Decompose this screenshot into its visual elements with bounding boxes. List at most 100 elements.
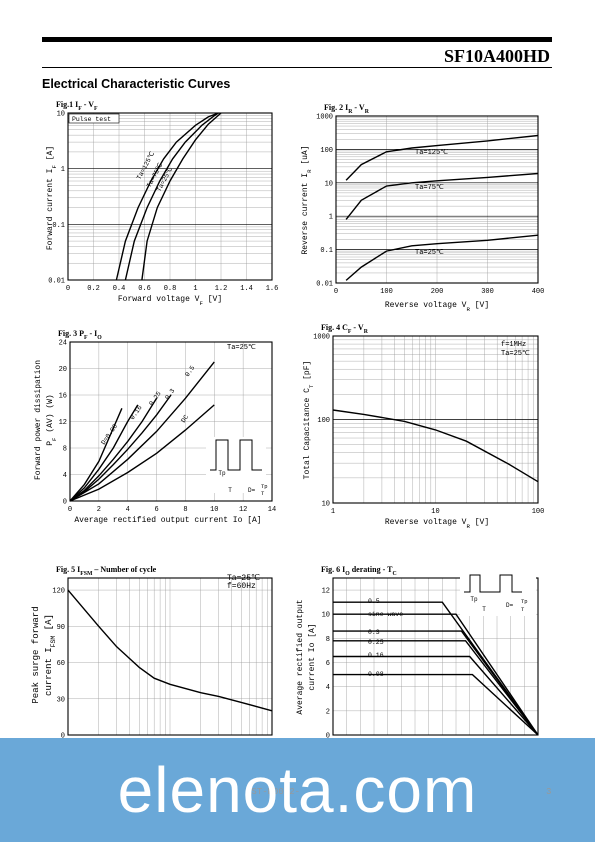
fig4-x-tick-label: 10	[431, 508, 439, 516]
fig6-series-line	[333, 601, 539, 736]
fig5-series-line	[67, 589, 273, 712]
fig3-x-tick-label: 6	[154, 506, 158, 514]
fig3-series-line	[69, 397, 158, 502]
fig6-waveform-inset	[460, 570, 536, 616]
fig1-frame	[67, 112, 273, 281]
fig2-x-axis-label: Reverse voltage VR [V]	[385, 301, 489, 313]
fig3-y-tick-label: 16	[59, 393, 67, 401]
watermark-banner	[0, 738, 595, 842]
fig6-y-tick-label: 0	[326, 733, 330, 741]
watermark-logo: elenota.com	[117, 754, 478, 826]
fig3-duty-den: T	[261, 490, 265, 497]
fig3-series-line	[69, 404, 139, 502]
fig2-y-tick-label: 10	[325, 180, 333, 188]
fig3-y-tick-label: 20	[59, 366, 67, 374]
fig1-x-axis-label: Forward voltage VF [V]	[118, 295, 222, 307]
fig3-title: Fig. 3 PF - IO	[58, 329, 102, 341]
page-number: 3	[546, 787, 552, 797]
fig6-series-label: 0.3	[368, 629, 380, 636]
fig6-y-tick-label: 12	[322, 588, 330, 596]
fig5-y-tick-label: 0	[61, 733, 65, 741]
fig1-title: Fig.1 IF - VF	[56, 100, 98, 112]
fig6-duty-num: Tp	[521, 598, 528, 605]
fig3-series-label: DC	[180, 414, 190, 424]
fig1-x-tick-label: 1.4	[240, 285, 253, 293]
fig3-frame	[69, 341, 273, 502]
fig3-y-tick-label: 24	[59, 340, 67, 348]
fig1-x-tick-label: 1	[193, 285, 197, 293]
fig2-grid	[335, 116, 539, 283]
fig1-series-line	[115, 112, 219, 281]
fig3-y-axis-label-line1: Forward power dissipation	[34, 360, 43, 480]
fig3-series-line	[69, 361, 215, 502]
fig3-y-axis-label-line2: PF (AV) (W)	[46, 394, 58, 445]
fig2-y-tick-label: 1	[329, 214, 333, 222]
fig3-x-tick-label: 12	[239, 506, 247, 514]
fig3-series-line	[69, 404, 215, 502]
fig1-series-line	[141, 112, 222, 281]
fig6-series-line	[333, 640, 539, 736]
fig3-series-label: 0.16	[129, 404, 144, 421]
header-bar	[42, 37, 552, 42]
fig3-y-tick-label: 12	[59, 419, 67, 427]
fig3-annotation: Ta=25℃	[227, 344, 256, 352]
fig5-y-tick-label: 60	[57, 660, 65, 668]
fig1-y-tick-label: 1	[61, 166, 65, 174]
fig2-series-line	[345, 172, 539, 220]
fig5-annotation: Ta=25℃	[227, 574, 260, 583]
fig5-y-tick-label: 120	[52, 588, 65, 596]
fig6-duty-label: D=	[506, 602, 514, 609]
fig5-y-axis-label-line2: current IFSM [A]	[44, 614, 57, 696]
fig1-x-tick-label: 1.2	[215, 285, 228, 293]
fig2-x-tick-label: 0	[334, 288, 338, 296]
fig2-x-tick-label: 100	[380, 288, 393, 296]
fig6-y-tick-label: 4	[326, 684, 330, 692]
fig3-x-tick-label: 14	[268, 506, 276, 514]
fig2-frame	[335, 115, 539, 284]
fig4-x-tick-label: 1	[331, 508, 335, 516]
fig1-x-tick-label: 1.6	[266, 285, 279, 293]
fig3-series-label: 0.3	[164, 387, 177, 401]
part-number: SF10A400HD	[443, 46, 550, 66]
fig2-series-label: Ta=25℃	[415, 249, 444, 257]
fig3-x-tick-label: 8	[183, 506, 187, 514]
fig6-series-label: 0.16	[368, 652, 384, 659]
fig1-grid	[67, 113, 273, 280]
fig5-y-axis-label-line1: Peak surge forward	[31, 606, 41, 703]
fig6-t-label: T	[482, 606, 486, 613]
fig2-y-tick-label: 0.1	[320, 247, 333, 255]
fig3-series-line	[69, 408, 123, 502]
fig6-duty-den: T	[521, 606, 525, 613]
fig1-x-tick-label: 0.6	[138, 285, 151, 293]
fig6-tp-label: Tp	[470, 596, 478, 603]
fig6-y-axis-label-line2: current Io [A]	[308, 623, 317, 690]
fig3-waveform	[210, 439, 262, 471]
fig4-y-tick-label: 100	[317, 417, 330, 425]
fig2-series-line	[345, 134, 539, 181]
fig1-y-axis-label: Forward current IF [A]	[46, 146, 58, 250]
fig5-annotation: f=60Hz	[227, 582, 256, 591]
fig1-x-tick-label: 0.2	[87, 285, 100, 293]
fig3-y-tick-label: 0	[63, 499, 67, 507]
fig2-x-tick-label: 400	[532, 288, 545, 296]
fig2-y-axis-label: Reverse current IR [uA]	[301, 145, 313, 254]
fig3-x-tick-label: 10	[210, 506, 218, 514]
fig3-x-tick-label: 0	[68, 506, 72, 514]
fig1-chart: 0 0.2 0.4 0.6 0.8 1 1.2 1.4 1.6 0.01 0.1 1 10	[48, 111, 278, 294]
fig6-waveform	[464, 574, 522, 593]
fig3-x-axis-label: Average rectified output current Io [A]	[74, 516, 261, 525]
fig3-series-label: 0.5	[184, 364, 197, 378]
fig6-series-line	[333, 630, 539, 736]
fig2-y-tick-label: 100	[320, 147, 333, 155]
fig3-y-tick-label: 4	[63, 472, 67, 480]
fig4-annotation: Ta=25℃	[501, 350, 530, 358]
fig2-x-tick-label: 200	[431, 288, 444, 296]
fig5-y-tick-label: 30	[57, 696, 65, 704]
fig3-duty-label: D=	[248, 487, 256, 494]
fig5-chart: 1351030501000306090120	[52, 577, 278, 748]
fig3-y-tick-label: 8	[63, 446, 67, 454]
fig2-x-tick-label: 300	[481, 288, 494, 296]
fig6-series-line	[333, 673, 539, 736]
